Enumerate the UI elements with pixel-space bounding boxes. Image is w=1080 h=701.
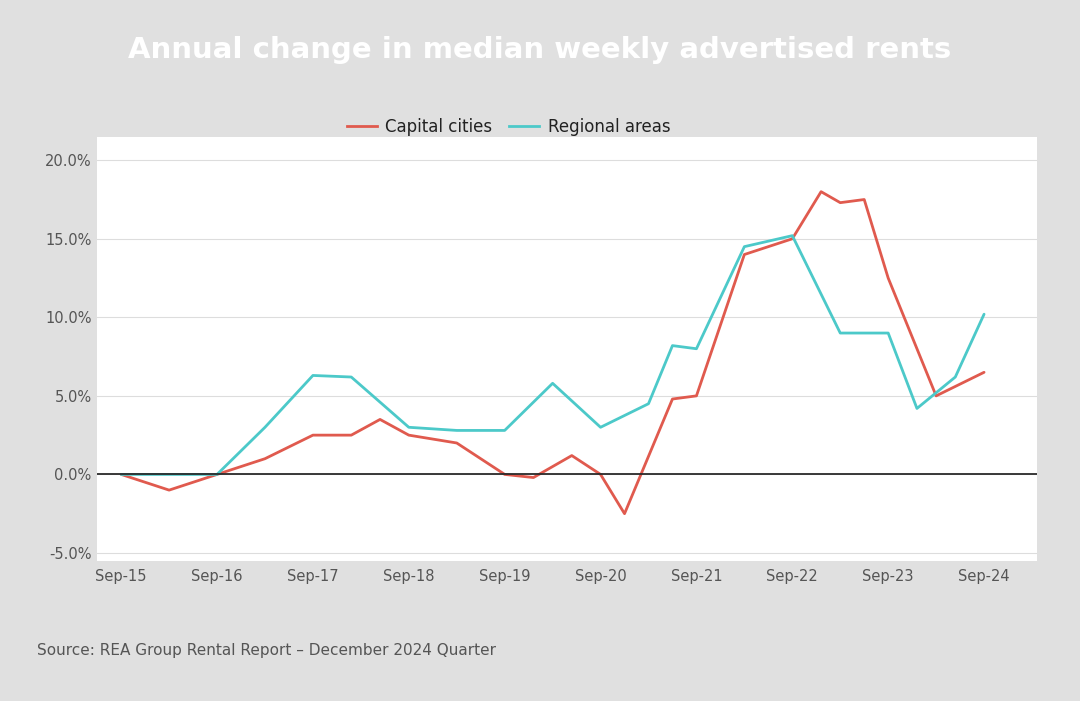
Legend: Capital cities, Regional areas: Capital cities, Regional areas (340, 111, 677, 142)
Text: Source: REA Group Rental Report – December 2024 Quarter: Source: REA Group Rental Report – Decemb… (38, 644, 497, 658)
Text: Annual change in median weekly advertised rents: Annual change in median weekly advertise… (129, 36, 951, 64)
